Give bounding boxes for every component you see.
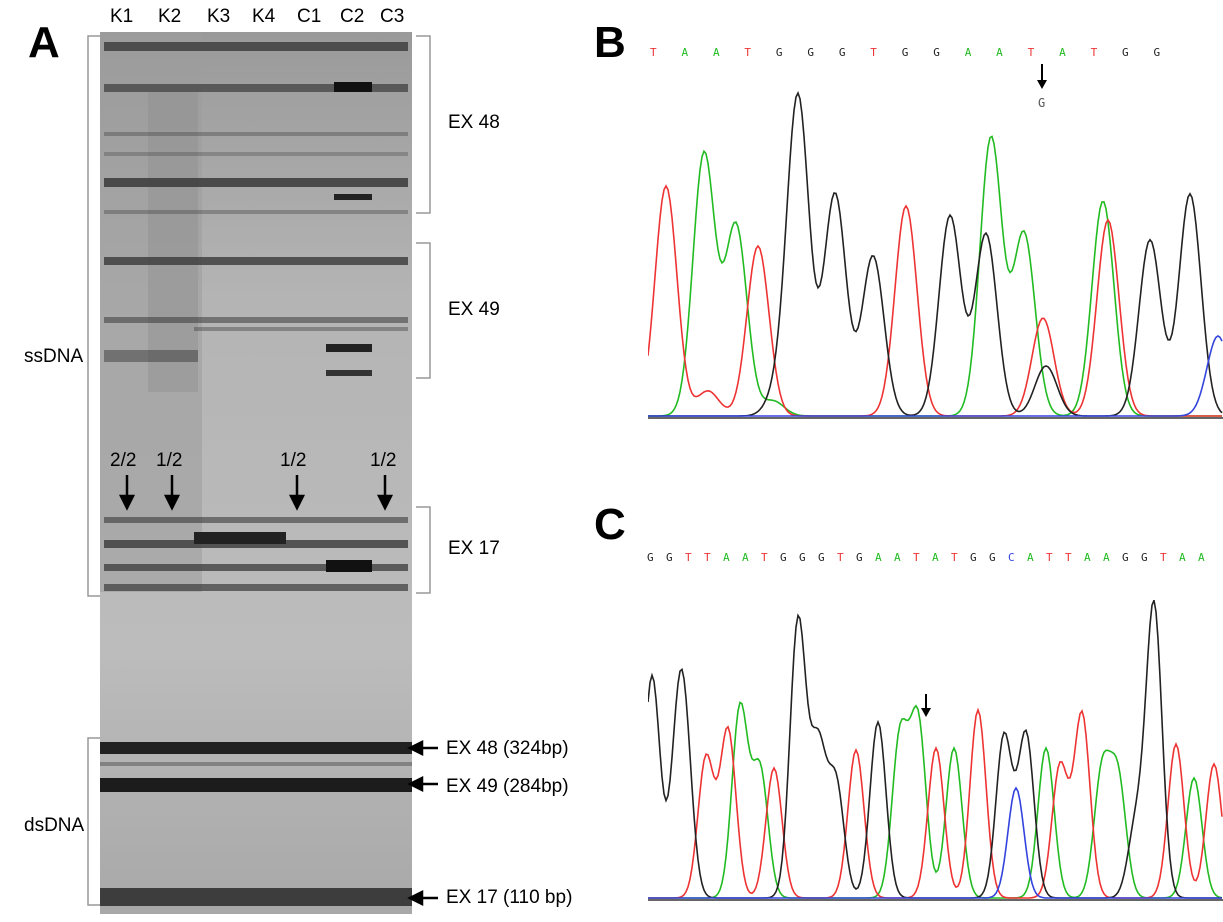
ratio-label: 1/2 xyxy=(280,450,307,471)
sequence-base: T xyxy=(870,46,877,59)
trace-C xyxy=(648,786,1222,899)
sequence-base: G xyxy=(1122,46,1129,59)
trace-G xyxy=(648,90,1223,417)
ratio-label: 1/2 xyxy=(370,450,397,471)
lane-label: C2 xyxy=(340,6,365,27)
sequence-base: A xyxy=(1084,551,1091,564)
lane-label: K2 xyxy=(158,6,182,27)
lane-label: K3 xyxy=(207,6,231,27)
sequence-base: A xyxy=(723,551,730,564)
gel-image xyxy=(100,32,412,914)
ds-ex48-label: EX 48 (324bp) xyxy=(446,738,569,759)
gel-bands xyxy=(100,42,412,906)
sequence-base: A xyxy=(875,551,882,564)
sequence-base: A xyxy=(1179,551,1186,564)
sequence-base: T xyxy=(1090,46,1098,59)
sequence-base: T xyxy=(951,551,958,564)
sequence-base: G xyxy=(933,46,940,59)
sequence-base: A xyxy=(894,551,901,564)
panel-b-letter: B xyxy=(594,18,626,67)
ratio-label: 2/2 xyxy=(110,450,137,471)
sequence-base: G xyxy=(856,551,863,564)
sequence-base: C xyxy=(1008,551,1015,564)
sequence-base: G xyxy=(970,551,977,564)
sequence-base: G xyxy=(1141,551,1148,564)
ds-ex49-label: EX 49 (284bp) xyxy=(446,776,569,797)
ex48-bracket xyxy=(416,35,431,214)
ratio-label: 1/2 xyxy=(156,450,183,471)
ssdna-label: ssDNA xyxy=(24,346,84,367)
sequence-base: T xyxy=(650,46,657,59)
ex17-bracket xyxy=(416,506,431,594)
sequence-base: A xyxy=(1027,551,1034,564)
mutation-base-b: G xyxy=(1038,96,1046,110)
sequence-base: A xyxy=(996,46,1003,59)
mutation-arrow-c xyxy=(921,694,931,717)
sequence-base: G xyxy=(807,46,814,59)
sequence-base: G xyxy=(1122,551,1129,564)
sequence-base: T xyxy=(1046,551,1053,564)
sequence-base: T xyxy=(1160,551,1167,564)
sequence-base: G xyxy=(818,551,825,564)
gel-brackets xyxy=(87,35,431,906)
panel-c-letter: C xyxy=(594,500,626,549)
sequence-base: G xyxy=(666,551,673,564)
sequence-base: T xyxy=(1027,46,1035,59)
ex48-label: EX 48 xyxy=(448,112,500,133)
lane-label: K1 xyxy=(110,6,134,27)
lane-label: C1 xyxy=(297,6,322,27)
chromatogram-c xyxy=(648,600,1223,901)
sequence-base: G xyxy=(838,46,846,59)
sequence-base: A xyxy=(964,46,972,59)
sequence-base: T xyxy=(704,551,711,564)
sequence-base: A xyxy=(1198,551,1205,564)
lane-label: K4 xyxy=(252,6,276,27)
sequence-base: G xyxy=(799,551,806,564)
ds-ex17-label: EX 17 (110 bp) xyxy=(446,887,573,908)
sequence-base: G xyxy=(989,551,996,564)
ratio-arrows xyxy=(118,475,394,511)
sequence-base: T xyxy=(761,551,768,564)
chromatogram-b xyxy=(648,90,1223,419)
sequence-base: T xyxy=(744,46,752,59)
sequence-base: A xyxy=(1059,46,1066,59)
lane-label: C3 xyxy=(380,6,405,27)
sequence-base: A xyxy=(742,551,749,564)
panel-a-letter: A xyxy=(28,18,60,67)
dsdna-bracket xyxy=(87,737,100,906)
sequence-base: G xyxy=(780,551,787,564)
sequence-base: T xyxy=(1065,551,1072,564)
mutation-arrow-b xyxy=(1037,64,1047,89)
ds-arrows xyxy=(407,739,438,907)
ssdna-bracket xyxy=(87,35,100,597)
sequence-base: T xyxy=(685,551,692,564)
ex17-label: EX 17 xyxy=(448,538,500,559)
sequence-base: G xyxy=(647,551,654,564)
sequence-base: G xyxy=(775,46,783,59)
ex49-label: EX 49 xyxy=(448,299,500,320)
sequence-base: G xyxy=(901,46,909,59)
trace-C xyxy=(648,335,1223,417)
sequence-base: T xyxy=(837,551,844,564)
dsdna-label: dsDNA xyxy=(24,815,85,836)
trace-A xyxy=(648,701,1223,899)
trace-T xyxy=(648,184,1222,417)
sequence-base: A xyxy=(1103,551,1110,564)
sequence-base: A xyxy=(932,551,939,564)
sequence-base: A xyxy=(681,46,689,59)
trace-A xyxy=(648,135,1222,417)
ex49-bracket xyxy=(416,242,431,379)
sequence-base: G xyxy=(1153,46,1161,59)
sequence-base: A xyxy=(712,46,720,59)
sequence-base: T xyxy=(913,551,920,564)
